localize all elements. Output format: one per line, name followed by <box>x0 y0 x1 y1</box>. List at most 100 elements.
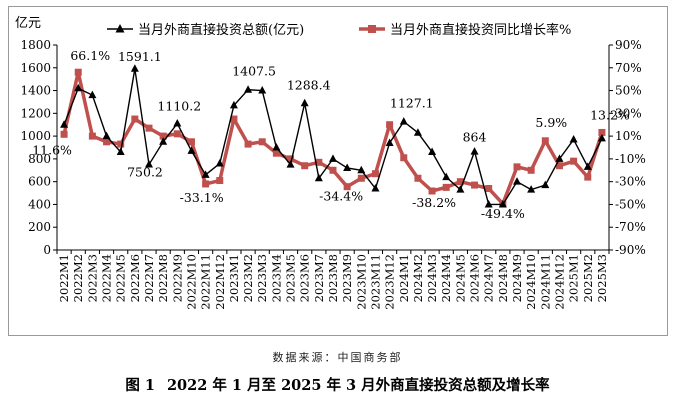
total-fdi-point <box>470 147 479 155</box>
x-tick-label: 2023M7 <box>312 254 326 302</box>
left-tick-label: 600 <box>28 175 51 189</box>
x-tick-label: 2022M10 <box>184 254 198 310</box>
growth-rate-point <box>357 174 365 182</box>
figure-title: 2022 年 1 月至 2025 年 3 月外商直接投资总额及增长率 <box>166 377 550 394</box>
growth-rate-point <box>414 174 422 182</box>
x-tick-label: 2024M2 <box>411 254 425 302</box>
total-fdi-point <box>88 90 97 99</box>
total-fdi-point <box>60 120 69 128</box>
total-fdi-point <box>583 162 592 170</box>
total-fdi-point <box>456 185 465 193</box>
growth-rate-point <box>74 68 82 76</box>
total-fdi-point <box>244 85 253 93</box>
x-tick-label: 2022M12 <box>213 254 227 310</box>
right-tick-label: -70% <box>615 220 646 234</box>
growth-rate-point <box>329 166 337 174</box>
x-tick-label: 2024M5 <box>453 254 467 302</box>
total-fdi-point <box>527 185 536 193</box>
data-source: 数据来源：中国商务部 <box>272 351 403 364</box>
x-tick-label: 2022M7 <box>142 254 156 302</box>
legend-growth-label: 当月外商直接投资同比增长率% <box>390 22 571 38</box>
data-label: 11.6% <box>32 142 72 157</box>
total-fdi-point <box>329 154 337 162</box>
total-fdi-point <box>130 64 139 72</box>
total-fdi-line <box>63 68 603 206</box>
data-label: -34.4% <box>319 189 363 204</box>
chart: 0 200 400 600 800 1000 1200 1400 1600 1800 亿元 -90% -… <box>15 16 646 310</box>
data-label: -33.1% <box>180 190 224 205</box>
total-fdi-point <box>300 98 309 107</box>
growth-rate-point <box>555 162 563 170</box>
total-fdi-point <box>215 158 224 167</box>
left-tick-label: 800 <box>28 152 51 166</box>
chart-frame: 0 200 400 600 800 1000 1200 1400 1600 1800 亿元 -90% -… <box>8 6 668 336</box>
total-fdi-point <box>484 199 493 208</box>
growth-rate-point <box>244 140 252 148</box>
x-tick-label: 2023M12 <box>383 254 397 310</box>
data-label: 5.9% <box>535 115 567 130</box>
total-fdi-point <box>541 180 550 189</box>
growth-rate-point <box>527 166 535 174</box>
data-label: 750.2 <box>127 165 163 180</box>
growth-rate-point <box>202 180 210 188</box>
growth-rate-point <box>570 157 578 165</box>
right-tick-label: 70% <box>615 61 642 75</box>
x-tick-label: 2024M12 <box>552 254 566 310</box>
x-tick-label: 2023M8 <box>326 254 340 302</box>
growth-rate-point <box>145 124 153 132</box>
right-tick-label: -50% <box>615 197 646 211</box>
x-tick-label: 2025M1 <box>567 254 581 302</box>
growth-rate-point <box>485 185 493 192</box>
left-tick-label: 1400 <box>20 84 51 98</box>
x-tick-label: 2024M9 <box>510 254 524 302</box>
total-fdi-point <box>343 163 352 171</box>
left-tick-label: 200 <box>28 220 51 234</box>
right-tick-label: -90% <box>615 243 646 257</box>
x-tick-label: 2022M9 <box>170 254 184 302</box>
x-tick-label: 2023M6 <box>298 254 312 302</box>
growth-rate-point <box>541 137 549 145</box>
x-tick-label: 2022M11 <box>199 254 213 310</box>
total-fdi-point <box>555 154 564 162</box>
total-fdi-point <box>569 135 578 143</box>
growth-rate-point <box>386 121 394 129</box>
x-tick-label: 2022M3 <box>85 254 99 302</box>
left-tick-label: 1600 <box>20 61 51 75</box>
growth-rate-point <box>258 138 266 146</box>
total-fdi-point <box>597 133 606 142</box>
total-fdi-point <box>442 172 451 181</box>
x-tick-label: 2024M7 <box>482 254 496 302</box>
growth-rate-point <box>442 183 450 191</box>
legend-growth-marker <box>368 25 376 33</box>
total-fdi-point <box>116 147 125 156</box>
x-tick-label: 2023M10 <box>354 254 368 310</box>
right-tick-label: -30% <box>615 175 646 189</box>
data-label: 66.1% <box>70 48 110 63</box>
right-tick-label: 90% <box>615 38 642 52</box>
x-tick-label: 2023M3 <box>255 254 269 302</box>
data-label: 1591.1 <box>118 49 162 64</box>
total-fdi-point <box>357 165 366 174</box>
total-fdi-point <box>173 119 182 127</box>
total-fdi-point <box>314 173 323 182</box>
growth-rate-point <box>471 181 479 189</box>
x-tick-label: 2024M8 <box>496 254 510 302</box>
growth-rate-point <box>60 130 68 138</box>
left-axis-title: 亿元 <box>15 16 41 31</box>
growth-rate-point <box>272 149 280 157</box>
total-fdi-point <box>513 177 521 185</box>
legend-total-marker <box>115 24 125 33</box>
growth-rate-point <box>371 170 379 178</box>
right-tick-label: 30% <box>615 106 642 120</box>
total-fdi-point <box>272 143 281 151</box>
growth-rate-point <box>230 115 238 123</box>
data-label: 1127.1 <box>390 96 434 111</box>
data-label: 1407.5 <box>232 64 276 79</box>
x-tick-label: 2023M9 <box>340 254 354 302</box>
x-tick-label: 2023M1 <box>227 254 241 302</box>
growth-rate-point <box>513 163 521 171</box>
total-fdi-point <box>498 199 507 208</box>
growth-rate-point <box>400 154 408 162</box>
x-tick-label: 2022M2 <box>71 254 85 302</box>
total-fdi-point <box>74 83 83 92</box>
